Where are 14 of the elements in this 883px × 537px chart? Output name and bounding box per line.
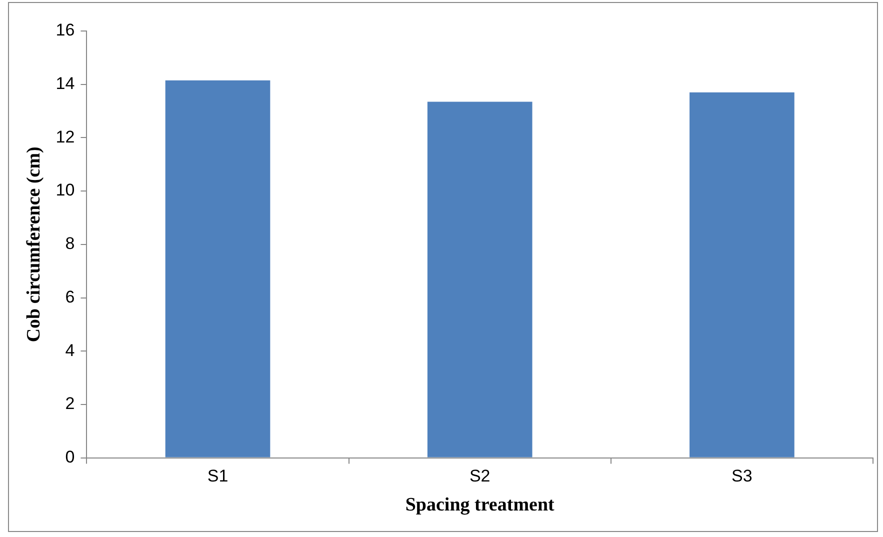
y-tick-label: 4 (65, 340, 75, 360)
y-axis-title: Cob circumference (cm) (23, 146, 44, 342)
y-tick-label: 0 (65, 447, 75, 466)
y-tick-label: 8 (65, 234, 75, 254)
x-axis-title: Spacing treatment (405, 494, 556, 516)
y-tick-label: 12 (56, 127, 75, 146)
x-tick-label: S3 (732, 466, 752, 486)
y-tick-label: 14 (56, 74, 75, 94)
y-tick-label: 2 (65, 394, 75, 414)
x-tick-label: S1 (207, 466, 228, 486)
x-tick-label: S2 (469, 466, 490, 486)
y-tick-label: 10 (56, 180, 75, 200)
y-tick-label: 6 (65, 287, 75, 306)
y-tick-label: 16 (56, 20, 75, 40)
